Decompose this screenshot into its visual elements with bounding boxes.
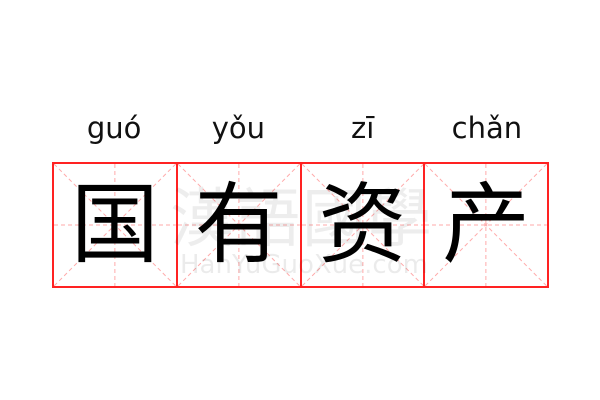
character: 资 bbox=[318, 173, 407, 276]
character-cell: 有 bbox=[178, 164, 302, 286]
guide-lines bbox=[302, 164, 424, 286]
character-cell: 国 bbox=[54, 164, 178, 286]
character-cell: 资 bbox=[302, 164, 426, 286]
guide-lines bbox=[425, 164, 547, 286]
pinyin: chǎn bbox=[451, 111, 523, 145]
character-grid: 国 有 资 产 bbox=[52, 162, 549, 288]
guide-lines bbox=[178, 164, 300, 286]
character: 有 bbox=[194, 173, 283, 276]
character: 国 bbox=[70, 173, 159, 276]
guide-lines bbox=[54, 164, 176, 286]
pinyin-row: guó yǒu zī chǎn bbox=[52, 108, 549, 148]
pinyin: yǒu bbox=[211, 111, 266, 145]
character-cell: 产 bbox=[425, 164, 547, 286]
character: 产 bbox=[442, 173, 531, 276]
pinyin: zī bbox=[350, 111, 375, 145]
pinyin: guó bbox=[86, 111, 142, 145]
